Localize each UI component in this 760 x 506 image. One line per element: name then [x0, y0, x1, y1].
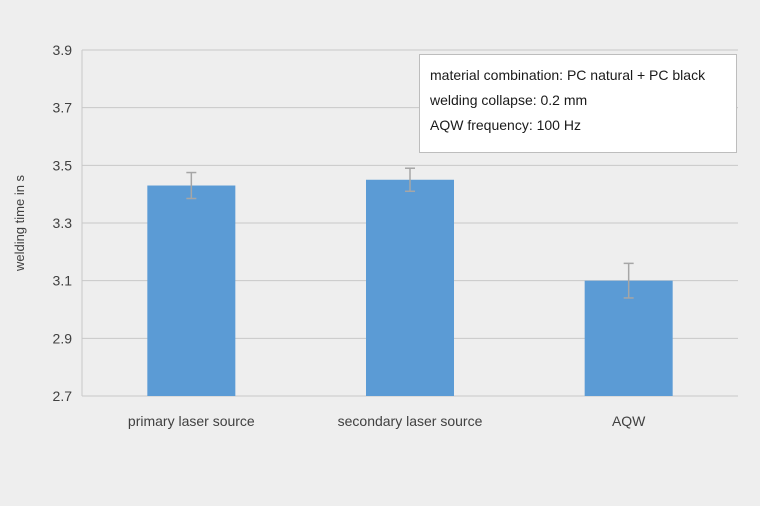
y-tick-label: 2.9	[53, 330, 73, 346]
y-tick-label: 3.7	[53, 100, 73, 116]
y-tick-label: 3.9	[53, 42, 73, 58]
y-tick-label: 3.5	[53, 157, 73, 173]
y-axis-title: welding time in s	[12, 174, 27, 272]
bars	[147, 179, 673, 396]
y-tick-label: 3.1	[53, 273, 73, 289]
error-bar	[623, 262, 634, 299]
annotation-box: material combination: PC natural + PC bl…	[419, 54, 737, 153]
annotation-material: material combination: PC natural + PC bl…	[430, 67, 706, 83]
y-tick-label: 2.7	[53, 388, 73, 404]
bar	[584, 280, 673, 396]
error-bar	[186, 171, 197, 200]
error-bars	[186, 167, 634, 299]
x-tick-label: secondary laser source	[338, 413, 483, 429]
bar	[366, 179, 454, 396]
x-tick-label: primary laser source	[128, 413, 255, 429]
error-bar	[405, 167, 415, 193]
y-tick-label: 3.3	[53, 215, 73, 231]
y-axis-ticks: 2.7 2.9 3.1 3.3 3.5 3.7 3.9	[53, 42, 73, 404]
bar	[147, 185, 236, 396]
annotation-frequency: AQW frequency: 100 Hz	[430, 117, 581, 133]
annotation-collapse: welding collapse: 0.2 mm	[430, 92, 588, 108]
x-tick-label: AQW	[612, 413, 646, 429]
x-axis-labels: primary laser source secondary laser sour…	[128, 413, 646, 429]
